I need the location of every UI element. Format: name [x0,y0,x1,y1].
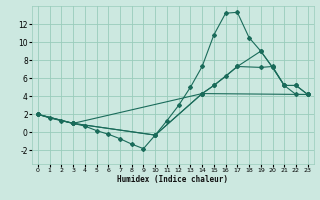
X-axis label: Humidex (Indice chaleur): Humidex (Indice chaleur) [117,175,228,184]
